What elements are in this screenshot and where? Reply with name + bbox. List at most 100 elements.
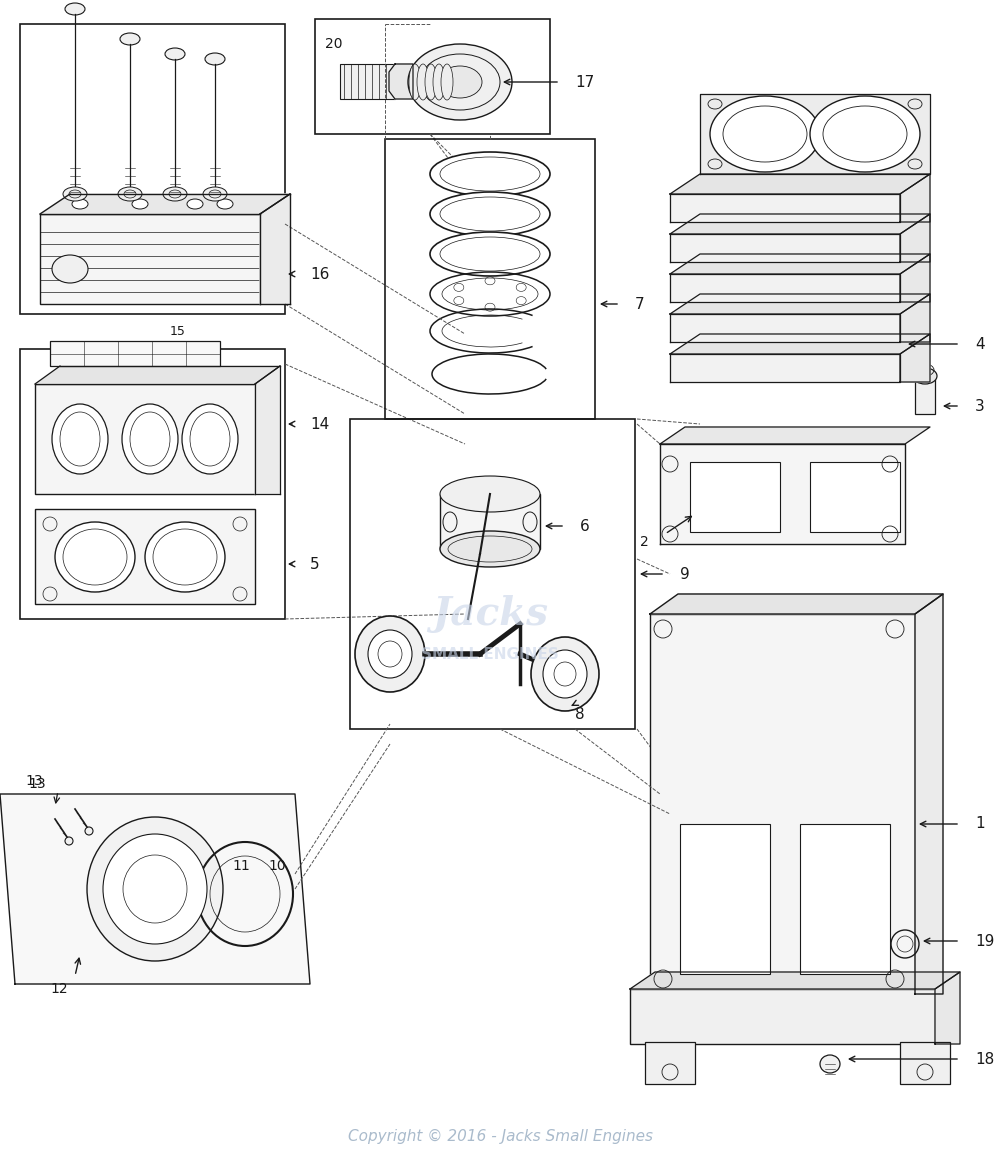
Ellipse shape xyxy=(63,187,87,201)
Polygon shape xyxy=(900,174,930,222)
Text: 10: 10 xyxy=(268,859,286,873)
Ellipse shape xyxy=(55,522,135,592)
Polygon shape xyxy=(900,333,930,382)
Text: Jacks: Jacks xyxy=(432,595,548,633)
Ellipse shape xyxy=(409,65,421,100)
Text: 9: 9 xyxy=(680,567,690,581)
Text: 12: 12 xyxy=(50,981,68,996)
Text: 5: 5 xyxy=(310,556,320,572)
Bar xyxy=(900,1043,950,1084)
Ellipse shape xyxy=(810,96,920,173)
Polygon shape xyxy=(670,194,900,222)
Text: 13: 13 xyxy=(28,777,46,791)
Bar xyxy=(650,614,915,994)
Bar xyxy=(350,419,635,729)
Text: 15: 15 xyxy=(170,324,186,337)
Bar xyxy=(645,1043,695,1084)
Ellipse shape xyxy=(430,232,550,276)
Text: 19: 19 xyxy=(975,933,994,949)
Ellipse shape xyxy=(182,404,238,474)
Ellipse shape xyxy=(368,630,412,679)
Ellipse shape xyxy=(52,404,108,474)
Ellipse shape xyxy=(820,1055,840,1073)
Text: 11: 11 xyxy=(232,859,250,873)
Polygon shape xyxy=(670,214,930,234)
Ellipse shape xyxy=(132,200,148,209)
Polygon shape xyxy=(630,972,960,989)
Polygon shape xyxy=(255,366,280,494)
Polygon shape xyxy=(670,174,930,194)
Bar xyxy=(810,463,900,532)
Text: 13: 13 xyxy=(25,774,43,788)
Ellipse shape xyxy=(187,200,203,209)
Bar xyxy=(20,349,285,619)
Text: 18: 18 xyxy=(975,1052,994,1066)
Ellipse shape xyxy=(433,65,445,100)
Bar xyxy=(35,510,255,603)
Polygon shape xyxy=(660,444,905,544)
Polygon shape xyxy=(935,972,960,1044)
Polygon shape xyxy=(0,794,310,984)
Ellipse shape xyxy=(531,637,599,711)
Ellipse shape xyxy=(205,53,225,65)
Ellipse shape xyxy=(710,96,820,173)
Ellipse shape xyxy=(355,616,425,691)
Ellipse shape xyxy=(145,522,225,592)
Polygon shape xyxy=(900,254,930,302)
Text: 14: 14 xyxy=(310,417,329,432)
Polygon shape xyxy=(35,366,280,384)
Bar xyxy=(50,340,220,366)
Ellipse shape xyxy=(440,475,540,512)
Bar xyxy=(680,824,770,974)
Text: 6: 6 xyxy=(580,519,590,533)
Ellipse shape xyxy=(438,66,482,97)
Bar xyxy=(315,19,550,134)
Ellipse shape xyxy=(118,187,142,201)
Text: 3: 3 xyxy=(975,398,985,413)
Bar xyxy=(340,65,395,99)
Ellipse shape xyxy=(85,826,93,835)
Polygon shape xyxy=(670,234,900,262)
Polygon shape xyxy=(389,65,413,99)
Text: SMALL ENGINES: SMALL ENGINES xyxy=(421,647,559,661)
Text: 8: 8 xyxy=(575,707,585,722)
Ellipse shape xyxy=(440,531,540,567)
Ellipse shape xyxy=(430,193,550,236)
Polygon shape xyxy=(670,313,900,342)
Ellipse shape xyxy=(52,255,88,283)
Bar xyxy=(40,214,260,304)
Polygon shape xyxy=(670,274,900,302)
Bar xyxy=(800,824,890,974)
Bar xyxy=(20,23,285,313)
Ellipse shape xyxy=(408,43,512,120)
Text: 17: 17 xyxy=(575,74,594,89)
Polygon shape xyxy=(650,594,943,614)
Text: 20: 20 xyxy=(325,38,343,50)
Ellipse shape xyxy=(217,200,233,209)
Polygon shape xyxy=(670,294,930,313)
Ellipse shape xyxy=(72,200,88,209)
Ellipse shape xyxy=(203,187,227,201)
Bar xyxy=(690,463,780,532)
Ellipse shape xyxy=(103,834,207,944)
Ellipse shape xyxy=(441,65,453,100)
Ellipse shape xyxy=(65,837,73,845)
Bar xyxy=(440,494,540,549)
Polygon shape xyxy=(670,254,930,274)
Ellipse shape xyxy=(417,65,429,100)
Ellipse shape xyxy=(543,650,587,699)
Ellipse shape xyxy=(120,33,140,45)
Polygon shape xyxy=(915,594,943,994)
Text: Copyright © 2016 - Jacks Small Engines: Copyright © 2016 - Jacks Small Engines xyxy=(348,1128,652,1143)
Text: 1: 1 xyxy=(975,816,985,831)
Ellipse shape xyxy=(65,4,85,15)
Ellipse shape xyxy=(87,817,223,962)
Ellipse shape xyxy=(165,48,185,60)
Polygon shape xyxy=(670,333,930,355)
Polygon shape xyxy=(900,214,930,262)
Text: 4: 4 xyxy=(975,337,985,351)
Ellipse shape xyxy=(430,151,550,196)
Ellipse shape xyxy=(163,187,187,201)
Polygon shape xyxy=(900,294,930,342)
Text: 7: 7 xyxy=(635,297,645,311)
